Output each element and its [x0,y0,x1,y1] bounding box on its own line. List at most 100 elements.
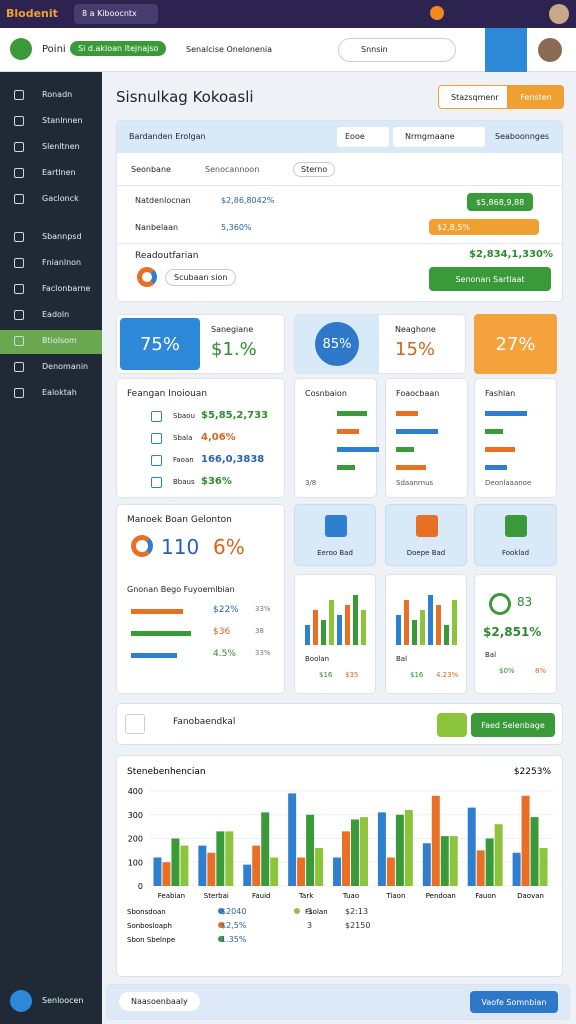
card-title: Fashlan [485,389,516,398]
badge[interactable]: Si d.akloan ltejnajso [70,41,167,56]
x-tick-label: Feabian [158,892,185,900]
bar [440,836,449,886]
card-title: Manoek Boan Gelonton [127,515,232,525]
bar [180,845,189,886]
toolbar: Fanobaendkal Faed Selenbage [116,703,563,745]
nav-item[interactable]: Sbannpsd [42,232,82,241]
nav-icon [14,310,24,320]
bar [162,862,171,886]
row-value: $36% [201,476,232,487]
feature-icon [416,515,438,537]
chart-title: Stenebenhencian [127,767,206,777]
mini-bar [305,625,310,645]
bar [261,812,270,886]
header: Poini Si d.akloan ltejnajso Senalcise On… [0,28,576,72]
search[interactable]: Snnsin [338,38,456,62]
button[interactable]: Vaofe Somnbian [470,991,558,1013]
bar [512,852,521,886]
nav-icon [14,388,24,398]
sidebar-footer[interactable]: Senloocen [42,996,84,1005]
tab[interactable]: Seonbane [131,165,171,174]
icon[interactable] [430,6,444,20]
y-tick-label: 0 [138,882,143,891]
progress [485,429,503,434]
legend-value: $2150 [345,921,370,930]
tab[interactable]: 8 a Kiboocntx [74,4,158,24]
progress [337,465,355,470]
small-card: Foaocbaan Sdaanrnus [385,378,468,498]
bar [377,812,386,886]
tab[interactable]: Senocannoon [205,165,260,174]
nav-item[interactable]: Stanlnnen [42,116,83,125]
nav-item[interactable]: Btiolsom [42,336,77,345]
row-icon [151,477,162,488]
nav-item[interactable]: Faclonbarne [42,284,91,293]
bar [395,814,404,886]
bar [539,848,548,886]
mini-bar [420,610,425,645]
metric-card: Manoek Boan Gelonton 110 6% Gnonan Bego … [116,504,285,694]
metric: 110 [161,535,200,559]
nav-icon [14,336,24,346]
pill[interactable]: Scubaan sion [165,269,237,286]
button[interactable]: Faed Selenbage [471,713,555,737]
feature-tile[interactable]: Doepe Bad [385,504,467,566]
button[interactable] [437,713,467,737]
button[interactable]: $2,8,5% [429,219,539,235]
bar [207,852,216,886]
legend-value: $2:13 [345,907,368,916]
donut-icon [137,267,157,287]
kpi-value: $1.% [211,339,257,360]
nav-icon [14,168,24,178]
nav-item[interactable]: Slenltnen [42,142,80,151]
mini-label: Bal [396,655,408,663]
feature-tile[interactable]: Eeroo Bad [294,504,376,566]
progress [396,411,418,416]
nav-item[interactable]: Denomanin [42,362,89,371]
nav-item[interactable]: Eadoln [42,310,70,319]
row-value: 38 [255,627,264,635]
nav-icon [14,232,24,242]
progress [485,411,527,416]
row-label: Natdenlocnan [135,196,191,205]
tab[interactable]: Sterno [293,162,336,177]
bar [404,810,413,886]
mini-bar [428,595,433,645]
nav-item[interactable]: Ronadn [42,90,73,99]
mini-bar [404,600,409,645]
button[interactable]: Senonan Sartlaat [429,267,551,291]
kpi-value: 15% [395,339,436,360]
kpi-card: 75% Sanegiane $1.% [116,314,285,374]
nav-item[interactable]: Fnianlnon [42,258,82,267]
footer-text[interactable]: Naasoenbaaly [119,992,200,1011]
button[interactable]: Fensten [508,85,564,109]
feature-tile[interactable]: Fooklad [474,504,557,566]
value: 8% [535,667,547,675]
button[interactable]: $5,868,9,88 [467,193,533,211]
feature-label: Fooklad [501,549,530,557]
nav-item[interactable]: Gaclonck [42,194,79,203]
metric: 6% [213,535,245,559]
select[interactable]: Eooe [337,127,389,147]
tool-button[interactable] [485,28,527,72]
nav-item[interactable]: Ealoktah [42,388,77,397]
avatar[interactable] [549,4,569,24]
icon[interactable] [125,714,145,734]
card-foot: Sdaanrnus [396,479,434,487]
legend-value: $2,5% [221,921,247,930]
legend-label: Sbonsdoan [127,908,166,916]
avatar[interactable] [538,38,562,62]
row-label: Bbaus [173,478,195,486]
row-label: Sbaou [173,412,195,420]
bar [351,819,359,886]
mini-bar [452,600,457,645]
select[interactable]: Nrmgmaane [393,127,485,147]
nav-icon [14,284,24,294]
tab[interactable]: Blodenit [6,7,58,20]
nav-icon [14,258,24,268]
mini-bar [329,600,334,645]
nav-item[interactable]: Eartlnen [42,168,76,177]
icon [10,990,32,1012]
button[interactable]: Stazsqmenr [438,85,508,109]
